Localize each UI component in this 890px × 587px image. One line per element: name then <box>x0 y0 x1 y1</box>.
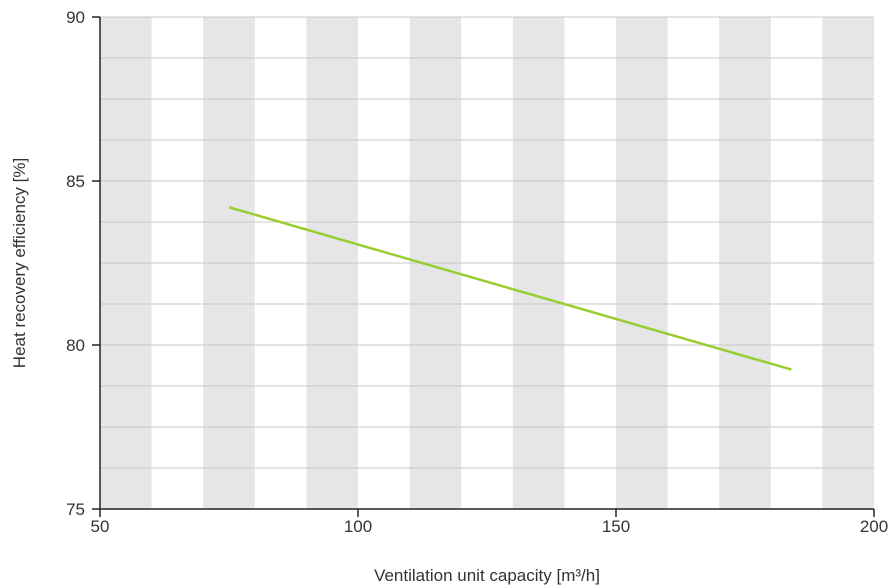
gridlines <box>100 16 874 469</box>
y-tick-label: 80 <box>66 336 85 355</box>
series <box>228 206 792 371</box>
y-tick-label: 90 <box>66 8 85 27</box>
y-tick-label: 75 <box>66 500 85 519</box>
y-ticks: 75 80 85 90 <box>66 8 100 519</box>
x-axis-title: Ventilation unit capacity [m³/h] <box>374 566 600 585</box>
y-tick-label: 85 <box>66 172 85 191</box>
axes <box>99 17 874 510</box>
x-tick-label: 100 <box>344 517 372 536</box>
x-tick-label: 150 <box>602 517 630 536</box>
x-ticks: 50 100 150 200 <box>91 509 888 536</box>
x-tick-label: 200 <box>860 517 888 536</box>
y-axis-title: Heat recovery efficiency [%] <box>10 158 29 368</box>
series-line <box>228 206 792 371</box>
x-tick-label: 50 <box>91 517 110 536</box>
